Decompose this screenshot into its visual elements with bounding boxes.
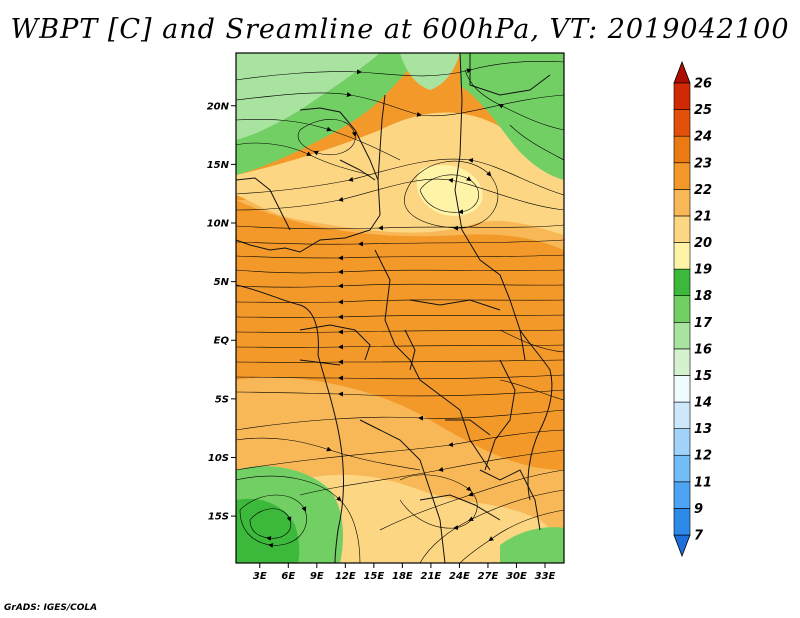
- colorbar-level-label: 19: [694, 263, 712, 278]
- colorbar-swatch: [673, 375, 691, 403]
- colorbar-swatch: [673, 295, 691, 323]
- colorbar-level-label: 7: [694, 529, 704, 544]
- lat-tick-label: 10N: [207, 219, 230, 230]
- colorbar-level-label: 11: [694, 475, 712, 490]
- longitude-axis: 3E 6E 9E 12E 15E 18E 21E 24E 27E 30E 33E: [253, 563, 556, 582]
- lat-tick-label: 20N: [207, 101, 230, 112]
- colorbar-swatch: [673, 454, 691, 483]
- colorbar-level-label: 21: [694, 209, 712, 224]
- colorbar-swatch: [673, 508, 691, 536]
- colorbar-swatch: [673, 242, 691, 270]
- lat-tick-label: 10S: [208, 453, 229, 464]
- colorbar-level-label: 16: [694, 342, 712, 357]
- colorbar-level-label: 24: [694, 130, 712, 145]
- lon-tick-label: 27E: [478, 571, 499, 582]
- colorbar-level-label: 12: [694, 449, 712, 464]
- colorbar-swatch: [673, 82, 691, 110]
- colorbar-swatch: [673, 215, 691, 243]
- lon-tick-label: 12E: [335, 571, 356, 582]
- colorbar-level-label: 23: [694, 156, 712, 171]
- map-frame: [235, 52, 565, 564]
- colorbar-max-arrow: [673, 60, 691, 84]
- lon-tick-label: 3E: [253, 571, 267, 582]
- latitude-axis: 20N 15N 10N 5N EQ 5S 10S 15S: [207, 101, 236, 523]
- wbpt-field-green-southeast: [500, 527, 564, 563]
- lon-tick-label: 18E: [392, 571, 413, 582]
- colorbar-swatch: [673, 321, 691, 350]
- lat-tick-label: 15S: [208, 512, 229, 523]
- country-borders: [236, 53, 553, 563]
- colorbar-level-label: 25: [694, 103, 712, 118]
- streamlines: [236, 60, 564, 563]
- lon-tick-label: 24E: [449, 571, 470, 582]
- colorbar-swatch: [673, 348, 691, 376]
- colorbar-swatch: [673, 189, 691, 217]
- lat-tick-label: 15N: [207, 160, 230, 171]
- wbpt-field-light-green-northwest: [236, 53, 380, 140]
- colorbar-swatch: [673, 268, 691, 297]
- lat-tick-label: 5N: [214, 277, 230, 288]
- lat-tick-label: 5S: [215, 394, 229, 405]
- colorbar-level-label: 14: [694, 396, 712, 411]
- lon-tick-label: 9E: [310, 571, 324, 582]
- map-panel: [236, 53, 564, 563]
- colorbar-swatch: [673, 481, 691, 509]
- lat-tick-label: EQ: [214, 336, 230, 347]
- wbpt-field-yellow-south: [300, 474, 564, 563]
- wbpt-field-green-northeast: [460, 53, 564, 180]
- colorbar-swatch: [673, 162, 691, 190]
- lon-tick-label: 6E: [281, 571, 295, 582]
- lon-tick-label: 30E: [506, 571, 527, 582]
- colorbar-min-arrow: [673, 534, 691, 558]
- colorbar-swatch: [673, 428, 691, 456]
- colorbar-level-label: 17: [694, 316, 713, 331]
- colorbar-level-label: 13: [694, 422, 712, 437]
- colorbar: 7 9 11 12 13 14 15 16 17 18 19 20 21 22 23 24 25 26: [673, 60, 713, 558]
- colorbar-level-label: 9: [694, 502, 703, 517]
- colorbar-swatch: [673, 109, 691, 137]
- colorbar-level-label: 22: [694, 183, 712, 198]
- grads-credit: GrADS: IGES/COLA: [4, 603, 98, 613]
- colorbar-level-label: 26: [694, 77, 712, 92]
- lon-tick-label: 33E: [535, 571, 556, 582]
- map-title: WBPT [C] and Sreamline at 600hPa, VT: 20…: [10, 14, 790, 45]
- colorbar-level-label: 15: [694, 369, 712, 384]
- lon-tick-label: 15E: [363, 571, 384, 582]
- colorbar-level-label: 18: [694, 289, 712, 304]
- colorbar-swatch: [673, 401, 691, 429]
- colorbar-level-label: 20: [694, 236, 712, 251]
- lon-tick-label: 21E: [421, 571, 442, 582]
- colorbar-swatch: [673, 135, 691, 164]
